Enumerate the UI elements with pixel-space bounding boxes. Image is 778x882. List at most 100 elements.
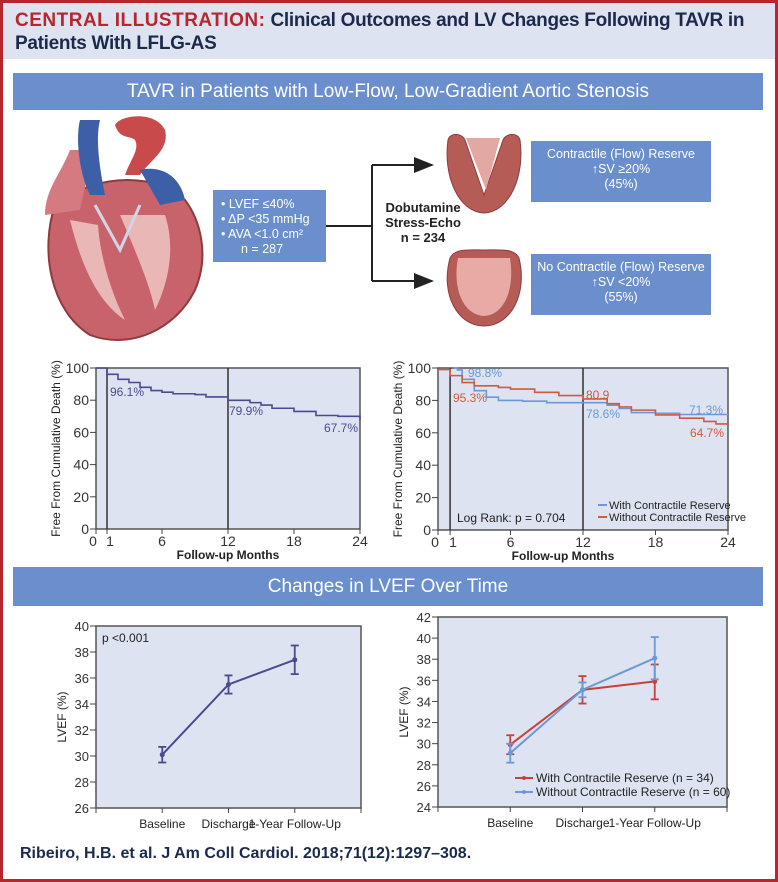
y-tick-label: 40 [75, 619, 89, 634]
x-category-label: 1-Year Follow-Up [609, 816, 702, 830]
y-tick-label: 36 [75, 671, 89, 686]
x-tick-label: 0 [431, 534, 439, 550]
criterion-lvef: • LVEF ≤40% [221, 197, 295, 211]
data-point [226, 682, 231, 687]
legend-marker [522, 790, 526, 794]
y-axis-label: LVEF (%) [397, 686, 411, 737]
y-tick-label: 30 [417, 737, 431, 752]
y-tick-label: 0 [81, 521, 89, 537]
outcome-title: No Contractile (Flow) Reserve [537, 260, 705, 274]
citation: Ribeiro, H.B. et al. J Am Coll Cardiol. … [20, 845, 472, 862]
survival-curve-without-contractile-reserve [438, 368, 729, 426]
y-tick-label: 36 [417, 673, 431, 688]
y-tick-label: 30 [75, 749, 89, 764]
title-prefix: CENTRAL ILLUSTRATION: [15, 10, 266, 31]
outcome-pct: (45%) [604, 177, 638, 191]
y-tick-label: 26 [417, 779, 431, 794]
x-tick-label: 24 [720, 534, 736, 550]
value-annotation: 96.1% [110, 385, 144, 399]
value-annotation: 80.9 [586, 388, 610, 402]
x-tick-label: 24 [352, 533, 368, 549]
y-axis-label: Free From Cumulative Death (%) [49, 360, 63, 537]
x-tick-label: 18 [286, 533, 302, 549]
outcome-sv: ↑SV <20% [591, 275, 651, 289]
figure-title: CENTRAL ILLUSTRATION: Clinical Outcomes … [15, 9, 755, 55]
x-tick-label: 1 [449, 534, 457, 550]
y-tick-label: 0 [423, 522, 431, 538]
y-tick-label: 100 [66, 360, 90, 376]
value-annotation: 78.6% [586, 407, 620, 421]
data-point [580, 687, 585, 693]
value-annotation: 64.7% [690, 426, 724, 440]
y-tick-label: 32 [75, 723, 89, 738]
survival-curve-overall [96, 367, 361, 421]
x-category-label: Baseline [139, 817, 185, 831]
value-annotation: 71.3% [689, 403, 723, 417]
data-point [652, 655, 658, 661]
plot-area [95, 625, 362, 809]
y-tick-label: 28 [417, 758, 431, 773]
banner-tavr: TAVR in Patients with Low-Flow, Low-Grad… [13, 73, 763, 110]
contractile-reserve-box: Contractile (Flow) Reserve ↑SV ≥20% (45%… [531, 141, 711, 202]
x-tick-label: 6 [158, 533, 166, 549]
y-tick-label: 80 [73, 392, 89, 408]
data-point [159, 752, 165, 758]
ventricle-contracted-icon [446, 133, 522, 214]
x-axis-label: Follow-up Months [512, 549, 615, 563]
outcome-title: Contractile (Flow) Reserve [547, 147, 695, 161]
p-value: p <0.001 [102, 631, 149, 645]
y-tick-label: 80 [415, 392, 431, 408]
stress-echo-label: Dobutamine Stress-Echo n = 234 [380, 200, 466, 245]
x-tick-label: 6 [507, 534, 515, 550]
heart-icon [45, 116, 204, 341]
title-text: Clinical Outcomes and LV Changes Followi… [15, 10, 745, 54]
data-point [292, 657, 298, 663]
log-rank-p: Log Rank: p = 0.704 [457, 511, 566, 525]
x-category-label: Discharge [201, 817, 255, 831]
y-tick-label: 60 [73, 424, 89, 440]
data-point [507, 750, 513, 756]
value-annotation: 95.3% [453, 391, 487, 405]
value-annotation: 67.7% [324, 421, 358, 435]
test-n: n = 234 [400, 230, 446, 245]
test-line-2: Stress-Echo [385, 215, 461, 230]
plot-area [437, 616, 728, 808]
x-axis-label: Follow-up Months [177, 548, 280, 562]
x-tick-label: 0 [89, 533, 97, 549]
legend-label: With Contractile Reserve [609, 500, 731, 512]
outcome-sv: ↑SV ≥20% [591, 162, 651, 176]
y-tick-label: 60 [415, 425, 431, 441]
y-tick-label: 32 [417, 716, 431, 731]
survival-curve-with-contractile-reserve [453, 367, 728, 416]
y-tick-label: 34 [417, 694, 431, 709]
x-tick-label: 12 [575, 534, 591, 550]
y-axis-label: LVEF (%) [55, 691, 69, 742]
legend-label: Without Contractile Reserve [609, 512, 746, 524]
x-tick-label: 18 [648, 534, 664, 550]
value-annotation: 79.9% [229, 404, 263, 418]
y-tick-label: 40 [415, 457, 431, 473]
legend-label: With Contractile Reserve (n = 34) [536, 771, 714, 785]
outcome-pct: (55%) [604, 290, 638, 304]
header: CENTRAL ILLUSTRATION: Clinical Outcomes … [3, 3, 775, 59]
y-tick-label: 34 [75, 697, 89, 712]
y-tick-label: 40 [73, 457, 89, 473]
test-line-1: Dobutamine [385, 200, 461, 215]
y-tick-label: 100 [408, 360, 432, 376]
legend-marker [522, 776, 526, 780]
x-category-label: Baseline [487, 816, 533, 830]
y-tick-label: 40 [417, 631, 431, 646]
criteria-n: n = 287 [241, 242, 284, 256]
no-contractile-reserve-box: No Contractile (Flow) Reserve ↑SV <20% (… [531, 254, 711, 315]
y-tick-label: 26 [75, 801, 89, 816]
y-axis-label: Free From Cumulative Death (%) [391, 361, 405, 538]
value-annotation: 98.8% [468, 366, 502, 380]
criterion-ava: • AVA <1.0 cm² [221, 227, 304, 241]
y-tick-label: 20 [415, 490, 431, 506]
y-tick-label: 38 [417, 652, 431, 667]
y-tick-label: 42 [417, 610, 431, 625]
